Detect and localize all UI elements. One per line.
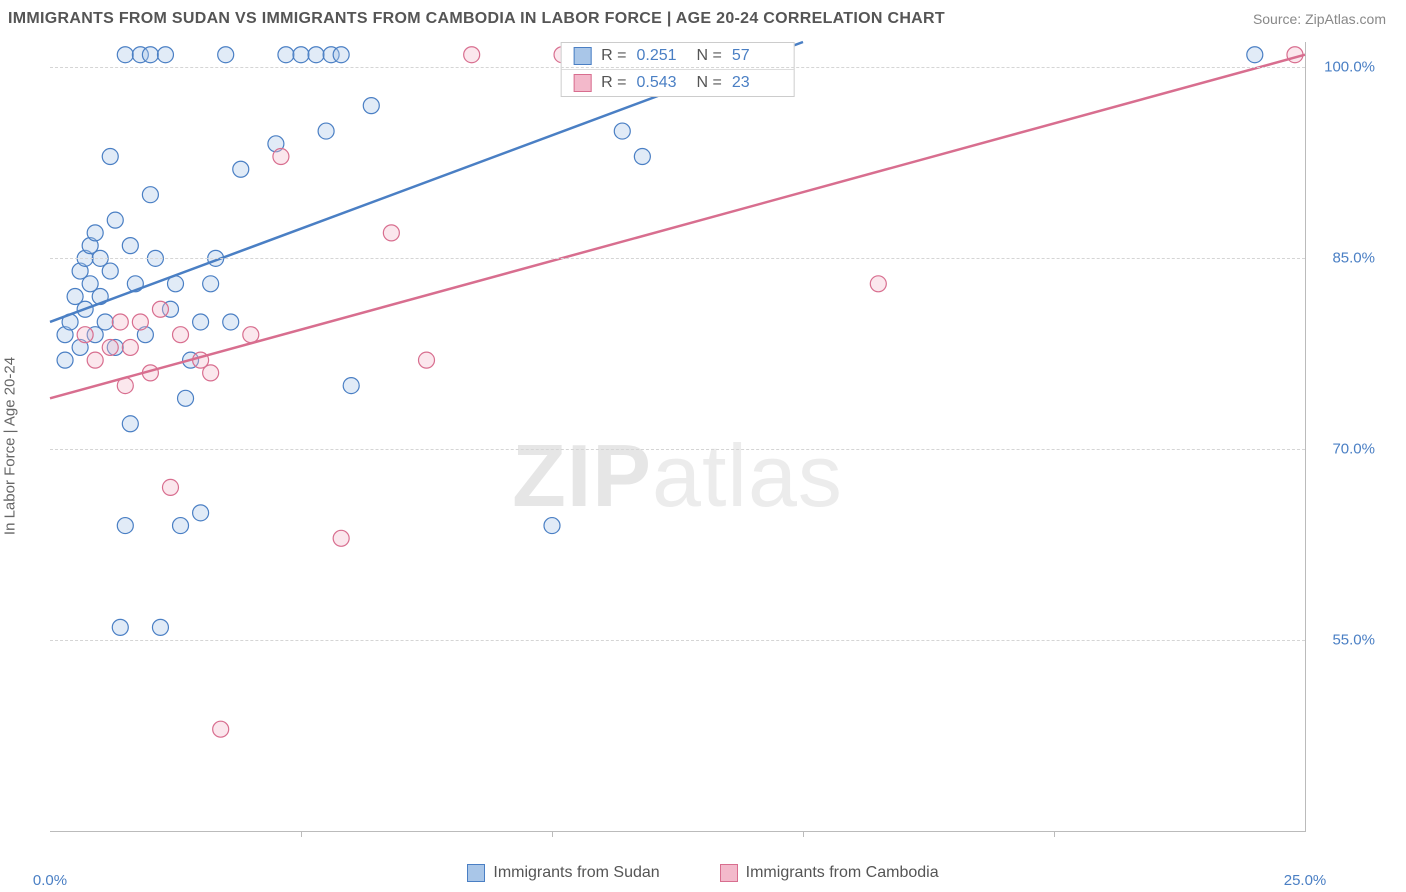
- gridline-horizontal: [50, 258, 1305, 259]
- series-name: Immigrants from Sudan: [493, 864, 659, 882]
- y-tick-label: 55.0%: [1315, 632, 1375, 649]
- data-point: [419, 352, 435, 368]
- data-point: [333, 47, 349, 63]
- data-point: [178, 390, 194, 406]
- series-legend: Immigrants from Sudan Immigrants from Cam…: [0, 864, 1406, 882]
- data-point: [193, 505, 209, 521]
- x-minor-tick: [301, 831, 302, 837]
- data-point: [223, 314, 239, 330]
- data-point: [117, 47, 133, 63]
- data-point: [122, 416, 138, 432]
- data-point: [97, 314, 113, 330]
- legend-r-label: R =: [601, 74, 626, 92]
- y-tick-label: 100.0%: [1315, 59, 1375, 76]
- data-point: [213, 721, 229, 737]
- legend-swatch: [467, 864, 485, 882]
- data-point: [318, 123, 334, 139]
- data-point: [383, 225, 399, 241]
- data-point: [157, 47, 173, 63]
- chart-plot-area: ZIPatlas R =0.251N =57R =0.543N =23 55.0…: [50, 42, 1306, 832]
- data-point: [102, 149, 118, 165]
- data-point: [1247, 47, 1263, 63]
- legend-swatch: [573, 47, 591, 65]
- data-point: [243, 327, 259, 343]
- legend-n-value: 23: [732, 74, 782, 92]
- data-point: [173, 518, 189, 534]
- data-point: [77, 327, 93, 343]
- data-point: [142, 47, 158, 63]
- data-point: [173, 327, 189, 343]
- legend-row: R = 0.251 N = 57: [561, 43, 794, 69]
- chart-title: IMMIGRANTS FROM SUDAN VS IMMIGRANTS FROM…: [8, 10, 945, 28]
- data-point: [102, 263, 118, 279]
- data-point: [544, 518, 560, 534]
- gridline-horizontal: [50, 640, 1305, 641]
- data-point: [142, 187, 158, 203]
- series-legend-item: Immigrants from Cambodia: [720, 864, 939, 882]
- legend-row: R = 0.543 N = 23: [561, 69, 794, 96]
- data-point: [117, 518, 133, 534]
- data-point: [57, 352, 73, 368]
- data-point: [87, 225, 103, 241]
- data-point: [273, 149, 289, 165]
- series-name: Immigrants from Cambodia: [746, 864, 939, 882]
- legend-r-label: R =: [601, 47, 626, 65]
- data-point: [233, 161, 249, 177]
- data-point: [218, 47, 234, 63]
- data-point: [122, 238, 138, 254]
- data-point: [203, 365, 219, 381]
- data-point: [107, 212, 123, 228]
- trend-line: [50, 55, 1305, 399]
- correlation-legend: R = 0.251 N = 57 R = 0.543 N = 23: [560, 42, 795, 97]
- data-point: [634, 149, 650, 165]
- x-minor-tick: [1054, 831, 1055, 837]
- y-tick-label: 85.0%: [1315, 250, 1375, 267]
- y-axis-title: In Labor Force | Age 20-24: [2, 357, 19, 535]
- data-point: [152, 619, 168, 635]
- y-tick-label: 70.0%: [1315, 441, 1375, 458]
- legend-r-value: 0.251: [637, 47, 687, 65]
- data-point: [193, 314, 209, 330]
- data-point: [102, 339, 118, 355]
- data-point: [343, 378, 359, 394]
- data-point: [293, 47, 309, 63]
- scatter-plot-svg: [50, 42, 1305, 831]
- data-point: [112, 314, 128, 330]
- x-minor-tick: [803, 831, 804, 837]
- gridline-horizontal: [50, 67, 1305, 68]
- data-point: [87, 352, 103, 368]
- data-point: [614, 123, 630, 139]
- data-point: [203, 276, 219, 292]
- data-point: [122, 339, 138, 355]
- legend-r-value: 0.543: [637, 74, 687, 92]
- data-point: [333, 530, 349, 546]
- data-point: [464, 47, 480, 63]
- data-point: [363, 98, 379, 114]
- data-point: [112, 619, 128, 635]
- source-attribution: Source: ZipAtlas.com: [1253, 11, 1386, 27]
- data-point: [132, 314, 148, 330]
- legend-n-label: N =: [697, 47, 722, 65]
- legend-n-value: 57: [732, 47, 782, 65]
- legend-swatch: [573, 74, 591, 92]
- data-point: [870, 276, 886, 292]
- gridline-horizontal: [50, 449, 1305, 450]
- data-point: [162, 479, 178, 495]
- x-minor-tick: [552, 831, 553, 837]
- legend-n-label: N =: [697, 74, 722, 92]
- data-point: [308, 47, 324, 63]
- data-point: [152, 301, 168, 317]
- legend-swatch: [720, 864, 738, 882]
- series-legend-item: Immigrants from Sudan: [467, 864, 659, 882]
- data-point: [278, 47, 294, 63]
